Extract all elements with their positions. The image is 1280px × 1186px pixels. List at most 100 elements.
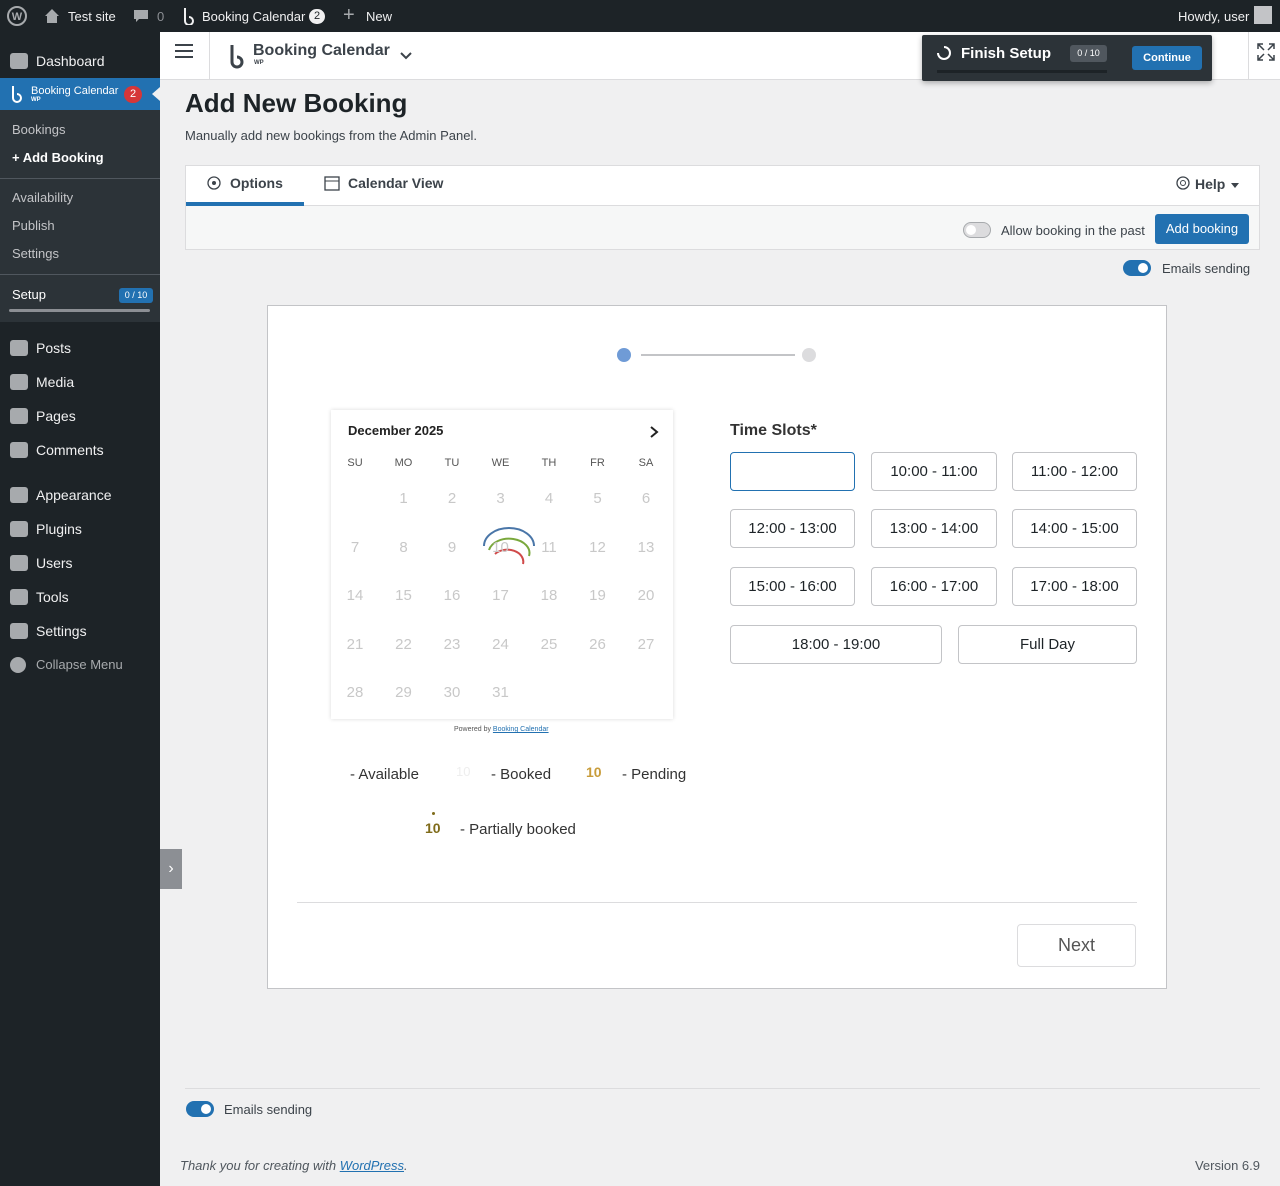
avatar[interactable]	[1254, 6, 1272, 24]
add-booking-button[interactable]: Add booking	[1155, 214, 1249, 244]
time-slot[interactable]: 10:00 - 11:00	[871, 452, 997, 491]
plugin-link[interactable]: Booking Calendar	[202, 9, 306, 24]
menu-item[interactable]: Pages	[36, 408, 76, 424]
time-slot[interactable]: 15:00 - 16:00	[730, 567, 855, 606]
calendar-day[interactable]: 18	[540, 587, 558, 605]
menu-icon	[10, 442, 28, 458]
powered-text: Powered by	[454, 726, 491, 733]
time-slot[interactable]: 17:00 - 18:00	[1012, 567, 1137, 606]
home-icon	[45, 9, 59, 23]
hamburger[interactable]	[175, 44, 193, 58]
legend-sample: 10	[586, 764, 602, 780]
separator	[0, 274, 160, 275]
calendar-day[interactable]: 28	[346, 684, 364, 702]
calendar-day[interactable]: 14	[346, 587, 364, 605]
calendar-day[interactable]: 6	[641, 490, 651, 507]
menu-item[interactable]: Comments	[36, 442, 104, 458]
calendar-day[interactable]: 4	[544, 490, 554, 507]
brand-name[interactable]: Booking Calendar	[253, 42, 390, 59]
next-month[interactable]	[650, 426, 659, 438]
new-link[interactable]: New	[366, 9, 393, 24]
brand-dropdown[interactable]	[400, 52, 412, 60]
calendar-day[interactable]: 20	[637, 587, 655, 605]
time-slot[interactable]: 13:00 - 14:00	[871, 509, 997, 548]
wordpress-link[interactable]: WordPress	[339, 1158, 404, 1173]
calendar-day[interactable]: 17	[492, 587, 509, 605]
calendar-day[interactable]: 19	[589, 587, 606, 605]
time-slot[interactable]: 16:00 - 17:00	[871, 567, 997, 606]
calendar-day[interactable]: 30	[443, 684, 461, 702]
time-slot[interactable]: Full Day	[958, 625, 1137, 664]
site-link[interactable]: Test site	[68, 9, 116, 24]
footer-thanks: Thank you for creating with WordPress.	[180, 1158, 408, 1173]
tab-underline	[186, 202, 304, 206]
comment-count[interactable]: 0	[157, 9, 165, 24]
collapse-menu[interactable]: Collapse Menu	[36, 657, 123, 672]
menu-item[interactable]: Users	[36, 555, 73, 571]
menu-item[interactable]: Dashboard	[36, 53, 105, 69]
calendar-day[interactable]: 3	[496, 490, 505, 507]
menu-icon	[10, 623, 28, 639]
calendar-day[interactable]: 16	[443, 587, 461, 605]
calendar-day[interactable]: 11	[541, 538, 557, 556]
setup-link[interactable]: Setup	[12, 287, 46, 302]
brand-sub: WP	[254, 60, 264, 66]
emails-toggle[interactable]	[1123, 260, 1151, 276]
menu-item[interactable]: Media	[36, 374, 75, 390]
calendar-day[interactable]: 1	[399, 490, 408, 507]
active-menu[interactable]: Booking Calendar WP 2	[0, 78, 160, 110]
calendar-day[interactable]: 29	[395, 684, 412, 702]
menu-item[interactable]: Appearance	[36, 487, 112, 503]
next-button[interactable]: Next	[1017, 924, 1136, 967]
calendar-day[interactable]: 31	[492, 684, 509, 702]
panel-toggle[interactable]: ›	[160, 849, 182, 889]
booking-form: December 2025 SU MO TU WE TH FR SA 1 2 3 4 5 6 7 8 9 10 1…	[267, 305, 1167, 989]
calendar-day[interactable]: 13	[637, 538, 655, 556]
submenu-item[interactable]: + Add Booking	[12, 150, 104, 165]
emails-label: Emails sending	[1162, 261, 1251, 276]
calendar-day[interactable]: 23	[443, 635, 461, 653]
time-slot[interactable]: 14:00 - 15:00	[1012, 509, 1137, 548]
tab-icon	[324, 176, 340, 191]
calendar-day[interactable]: 21	[346, 635, 364, 653]
time-slot-input[interactable]	[730, 452, 855, 491]
menu-item[interactable]: Plugins	[36, 521, 82, 537]
calendar-day[interactable]: 2	[447, 490, 457, 507]
allow-past-toggle[interactable]	[963, 222, 991, 238]
emails-toggle[interactable]	[186, 1101, 214, 1117]
howdy[interactable]: Howdy, user	[1178, 9, 1250, 24]
submenu-item[interactable]: Bookings	[12, 122, 66, 137]
help-menu[interactable]: Help	[1195, 176, 1226, 192]
calendar-day[interactable]: 10	[492, 538, 509, 556]
calendar-day[interactable]: 9	[447, 538, 457, 556]
tab[interactable]: Calendar View	[348, 175, 444, 191]
calendar-day[interactable]: 5	[593, 490, 602, 507]
menu-item[interactable]: Tools	[36, 589, 69, 605]
continue-button[interactable]: Continue	[1132, 46, 1202, 70]
calendar-day[interactable]: 27	[637, 635, 655, 653]
time-slot[interactable]: 12:00 - 13:00	[730, 509, 855, 548]
calendar-day[interactable]: 25	[540, 635, 558, 653]
calendar-day[interactable]: 26	[589, 635, 606, 653]
submenu-item[interactable]: Publish	[12, 218, 55, 233]
calendar-day[interactable]: 15	[395, 587, 412, 605]
submenu-item[interactable]: Settings	[12, 246, 59, 261]
calendar-day[interactable]: 12	[589, 538, 606, 556]
calendar-day[interactable]: 8	[399, 538, 408, 556]
powered-link[interactable]: Booking Calendar	[492, 726, 549, 733]
tab[interactable]: Options	[230, 175, 283, 191]
time-slots-label: Time Slots*	[730, 422, 817, 439]
calendar-day[interactable]: 24	[492, 635, 509, 653]
legend-sample: 10	[456, 764, 471, 779]
time-slot[interactable]: 18:00 - 19:00	[730, 625, 942, 664]
calendar-day[interactable]: 22	[395, 635, 412, 653]
time-slot[interactable]: 11:00 - 12:00	[1012, 452, 1137, 491]
weekday: SA	[638, 457, 654, 469]
step-line	[641, 354, 795, 356]
submenu-item[interactable]: Availability	[12, 190, 74, 205]
menu-item[interactable]: Posts	[36, 340, 72, 356]
wp-logo[interactable]: W	[7, 6, 27, 26]
calendar-day[interactable]: 7	[350, 538, 360, 556]
fullscreen[interactable]	[1257, 43, 1275, 61]
menu-item[interactable]: Settings	[36, 623, 87, 639]
